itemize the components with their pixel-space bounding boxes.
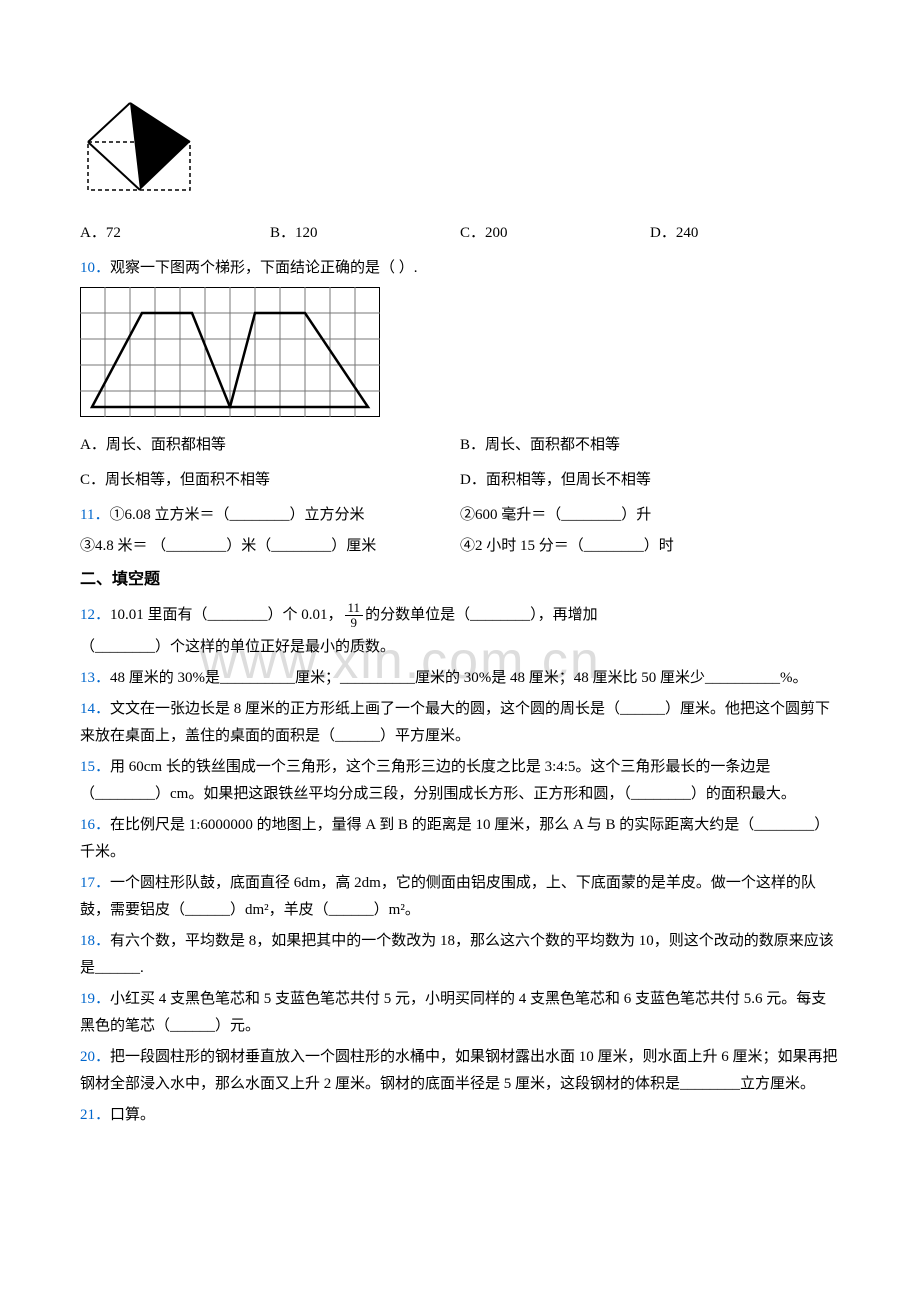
q17: 17．一个圆柱形队鼓，底面直径 6dm，高 2dm，它的侧面由铝皮围成，上、下底… bbox=[80, 870, 840, 924]
q15-number: 15． bbox=[80, 759, 110, 775]
q12-part3: （________）个这样的单位正好是最小的质数。 bbox=[80, 634, 840, 661]
q10-options: A．周长、面积都相等 B．周长、面积都不相等 C．周长相等，但面积不相等 D．面… bbox=[80, 432, 840, 494]
q13-number: 13． bbox=[80, 670, 110, 686]
section-2-title: 二、填空题 bbox=[80, 566, 840, 595]
q16: 16．在比例尺是 1:6000000 的地图上，量得 A 到 B 的距离是 10… bbox=[80, 812, 840, 866]
q16-text: 在比例尺是 1:6000000 的地图上，量得 A 到 B 的距离是 10 厘米… bbox=[80, 817, 829, 860]
q12-fraction: 119 bbox=[345, 601, 364, 631]
q13: 13．48 厘米的 30%是__________厘米；__________厘米的… bbox=[80, 665, 840, 692]
q21-number: 21． bbox=[80, 1107, 110, 1123]
q21: 21．口算。 bbox=[80, 1102, 840, 1129]
q10-option-c: C．周长相等，但面积不相等 bbox=[80, 467, 460, 494]
q11: 11．①6.08 立方米＝（________）立方分米 ②600 毫升＝（___… bbox=[80, 502, 840, 560]
q15-text: 用 60cm 长的铁丝围成一个三角形，这个三角形三边的长度之比是 3:4:5。这… bbox=[80, 759, 796, 802]
q11-part3: ③4.8 米＝ （________）米（________）厘米 bbox=[80, 533, 460, 560]
q18-text: 有六个数，平均数是 8，如果把其中的一个数改为 18，那么这六个数的平均数为 1… bbox=[80, 933, 834, 976]
q9-option-c: C．200 bbox=[460, 220, 650, 247]
q10-number: 10． bbox=[80, 260, 110, 276]
q12-part2: 的分数单位是（________），再增加 bbox=[365, 607, 598, 623]
q15: 15．用 60cm 长的铁丝围成一个三角形，这个三角形三边的长度之比是 3:4:… bbox=[80, 754, 840, 808]
q17-text: 一个圆柱形队鼓，底面直径 6dm，高 2dm，它的侧面由铝皮围成，上、下底面蒙的… bbox=[80, 875, 816, 918]
q11-number: 11． bbox=[80, 507, 109, 523]
q9-figure bbox=[80, 100, 840, 205]
q11-part4: ④2 小时 15 分＝（________）时 bbox=[460, 533, 840, 560]
q14-text: 文文在一张边长是 8 厘米的正方形纸上画了一个最大的圆，这个圆的周长是（____… bbox=[80, 701, 830, 744]
q9-option-a: A．72 bbox=[80, 220, 270, 247]
q21-text: 口算。 bbox=[110, 1107, 155, 1123]
q16-number: 16． bbox=[80, 817, 110, 833]
q10-figure bbox=[80, 287, 840, 427]
q12-number: 12． bbox=[80, 607, 110, 623]
q9-option-b: B．120 bbox=[270, 220, 460, 247]
q18-number: 18． bbox=[80, 933, 110, 949]
q12: 12．10.01 里面有（________）个 0.01，119的分数单位是（_… bbox=[80, 601, 840, 662]
q11-part2: ②600 毫升＝（________）升 bbox=[460, 502, 840, 529]
q19-number: 19． bbox=[80, 991, 110, 1007]
q10-option-b: B．周长、面积都不相等 bbox=[460, 432, 840, 459]
q20-number: 20． bbox=[80, 1049, 110, 1065]
q14: 14．文文在一张边长是 8 厘米的正方形纸上画了一个最大的圆，这个圆的周长是（_… bbox=[80, 696, 840, 750]
q20-text: 把一段圆柱形的钢材垂直放入一个圆柱形的水桶中，如果钢材露出水面 10 厘米，则水… bbox=[80, 1049, 838, 1092]
q20: 20．把一段圆柱形的钢材垂直放入一个圆柱形的水桶中，如果钢材露出水面 10 厘米… bbox=[80, 1044, 840, 1098]
q9-options: A．72 B．120 C．200 D．240 bbox=[80, 220, 840, 247]
q19-text: 小红买 4 支黑色笔芯和 5 支蓝色笔芯共付 5 元，小明买同样的 4 支黑色笔… bbox=[80, 991, 826, 1034]
q10-stem: 10．观察一下图两个梯形，下面结论正确的是（ ）. bbox=[80, 255, 840, 282]
q9-option-d: D．240 bbox=[650, 220, 840, 247]
q10-option-d: D．面积相等，但周长不相等 bbox=[460, 467, 840, 494]
q10-text: 观察一下图两个梯形，下面结论正确的是（ ）. bbox=[110, 260, 418, 276]
q14-number: 14． bbox=[80, 701, 110, 717]
q17-number: 17． bbox=[80, 875, 110, 891]
q10-option-a: A．周长、面积都相等 bbox=[80, 432, 460, 459]
q13-text: 48 厘米的 30%是__________厘米；__________厘米的 30… bbox=[110, 670, 808, 686]
q18: 18．有六个数，平均数是 8，如果把其中的一个数改为 18，那么这六个数的平均数… bbox=[80, 928, 840, 982]
q11-part1: ①6.08 立方米＝（________）立方分米 bbox=[109, 507, 364, 523]
q19: 19．小红买 4 支黑色笔芯和 5 支蓝色笔芯共付 5 元，小明买同样的 4 支… bbox=[80, 986, 840, 1040]
q12-part1: 10.01 里面有（________）个 0.01， bbox=[110, 607, 343, 623]
